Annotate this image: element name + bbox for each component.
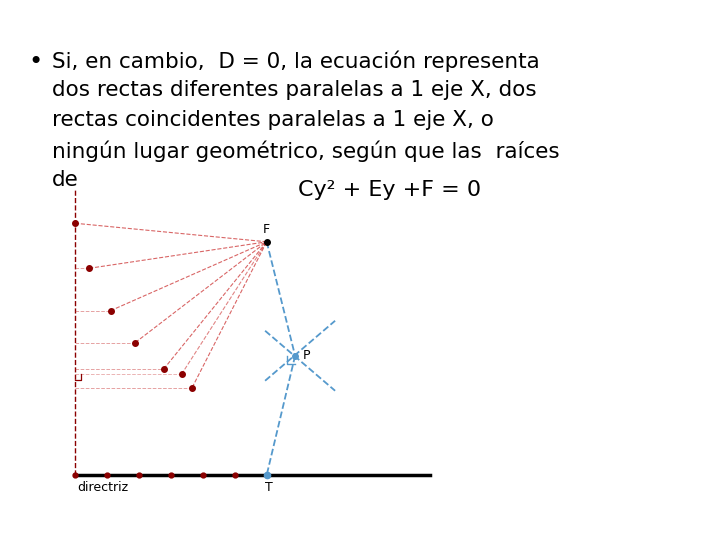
Text: T: T [265,481,273,494]
Text: F: F [263,223,270,236]
Text: •: • [28,50,42,74]
Text: Si, en cambio,  D = 0, la ecuación representa: Si, en cambio, D = 0, la ecuación repres… [52,50,540,71]
Text: P: P [303,349,310,362]
Text: directriz: directriz [77,481,128,494]
Text: Cy² + Ey +F = 0: Cy² + Ey +F = 0 [298,180,482,200]
Text: de: de [52,170,78,190]
Text: ningún lugar geométrico, según que las  raíces: ningún lugar geométrico, según que las r… [52,140,559,161]
Text: dos rectas diferentes paralelas a 1 eje X, dos: dos rectas diferentes paralelas a 1 eje … [52,80,536,100]
Text: rectas coincidentes paralelas a 1 eje X, o: rectas coincidentes paralelas a 1 eje X,… [52,110,494,130]
